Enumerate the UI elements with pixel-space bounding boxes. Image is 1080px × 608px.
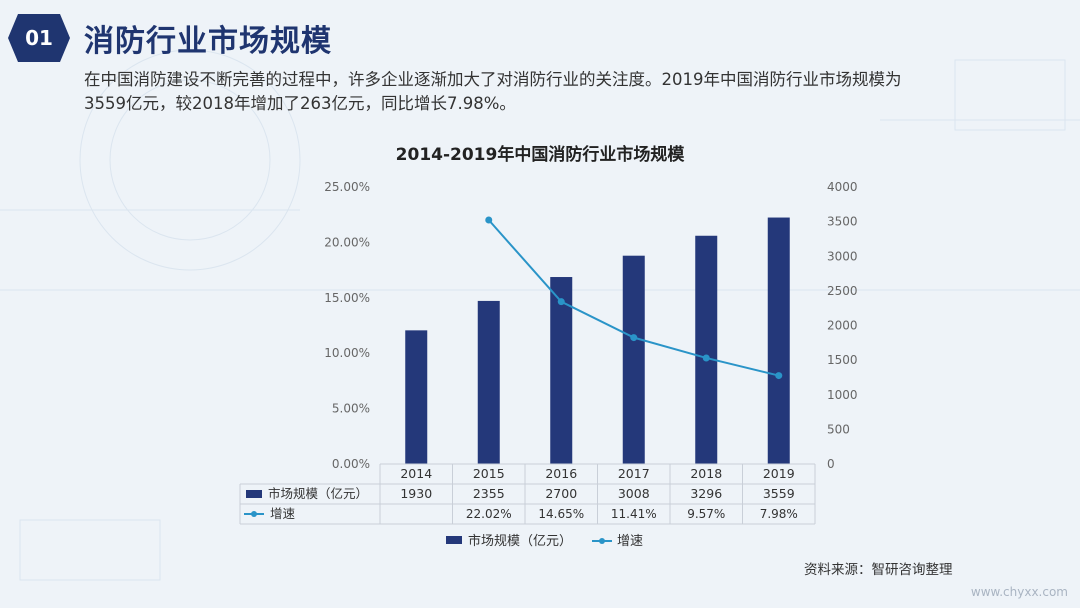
growth-point xyxy=(557,298,565,306)
bar-value-label: 3296 xyxy=(690,486,722,501)
legend-bar-swatch xyxy=(446,536,462,544)
bar-2019 xyxy=(767,217,790,464)
bar-2016 xyxy=(550,277,573,464)
table-line-series-name: 增速 xyxy=(270,506,296,521)
right-axis-tick-label: 500 xyxy=(827,422,850,436)
hexagon-badge-shape xyxy=(8,14,70,62)
intro-line-2: 3559亿元，较2018年增加了263亿元，同比增长7.98%。 xyxy=(84,94,516,113)
category-label: 2018 xyxy=(690,466,722,481)
table-bar-series-name: 市场规模（亿元） xyxy=(268,486,368,501)
legend-line-dot xyxy=(599,538,605,544)
bar-value-label: 1930 xyxy=(400,486,432,501)
right-axis-tick-label: 0 xyxy=(827,457,835,471)
right-axis-tick-label: 3000 xyxy=(827,249,858,263)
bar-value-label: 3559 xyxy=(763,486,795,501)
left-axis-tick-label: 15.00% xyxy=(324,291,370,305)
growth-point xyxy=(775,372,783,380)
line-value-label: 14.65% xyxy=(538,507,584,521)
line-value-label: 22.02% xyxy=(466,507,512,521)
growth-point xyxy=(702,354,710,362)
left-axis-tick-label: 10.00% xyxy=(324,346,370,360)
right-axis-tick-label: 1000 xyxy=(827,388,858,402)
right-axis-tick-label: 3500 xyxy=(827,215,858,229)
intro-line-1: 在中国消防建设不断完善的过程中，许多企业逐渐加大了对消防行业的关注度。2019年… xyxy=(84,70,902,89)
growth-point xyxy=(630,334,638,342)
intro-paragraph: 在中国消防建设不断完善的过程中，许多企业逐渐加大了对消防行业的关注度。2019年… xyxy=(84,68,1024,116)
line-value-label: 11.41% xyxy=(611,507,657,521)
table-line-legend-dot xyxy=(251,511,257,517)
category-label: 2017 xyxy=(618,466,650,481)
bar-value-label: 2700 xyxy=(545,486,577,501)
category-label: 2019 xyxy=(763,466,795,481)
section-badge: 01 xyxy=(8,14,70,62)
category-label: 2015 xyxy=(473,466,505,481)
category-label: 2014 xyxy=(400,466,432,481)
bar-2014 xyxy=(405,330,428,464)
legend-line-label: 增速 xyxy=(617,534,643,549)
right-axis-tick-label: 2500 xyxy=(827,284,858,298)
left-axis-tick-label: 20.00% xyxy=(324,235,370,249)
watermark: www.chyxx.com xyxy=(970,585,1068,599)
table-bar-legend-swatch xyxy=(246,490,262,498)
right-axis-tick-label: 2000 xyxy=(827,319,858,333)
line-value-label: 9.57% xyxy=(687,507,725,521)
page-title: 消防行业市场规模 xyxy=(84,24,332,59)
source-note: 资料来源：智研咨询整理 xyxy=(804,562,953,578)
left-axis-tick-label: 25.00% xyxy=(324,180,370,194)
legend-bar-label: 市场规模（亿元） xyxy=(468,533,572,549)
section-number: 01 xyxy=(25,26,53,50)
growth-point xyxy=(485,216,493,224)
left-axis-tick-label: 0.00% xyxy=(332,457,370,471)
right-axis-tick-label: 1500 xyxy=(827,353,858,367)
bar-value-label: 2355 xyxy=(473,486,505,501)
bar-2017 xyxy=(622,255,645,464)
chart-title: 2014-2019年中国消防行业市场规模 xyxy=(395,145,685,165)
bar-2015 xyxy=(477,300,500,464)
bar-2018 xyxy=(695,235,718,464)
bar-value-label: 3008 xyxy=(618,486,650,501)
right-axis-tick-label: 4000 xyxy=(827,180,858,194)
line-value-label: 7.98% xyxy=(760,507,798,521)
category-label: 2016 xyxy=(545,466,577,481)
left-axis-tick-label: 5.00% xyxy=(332,402,370,416)
